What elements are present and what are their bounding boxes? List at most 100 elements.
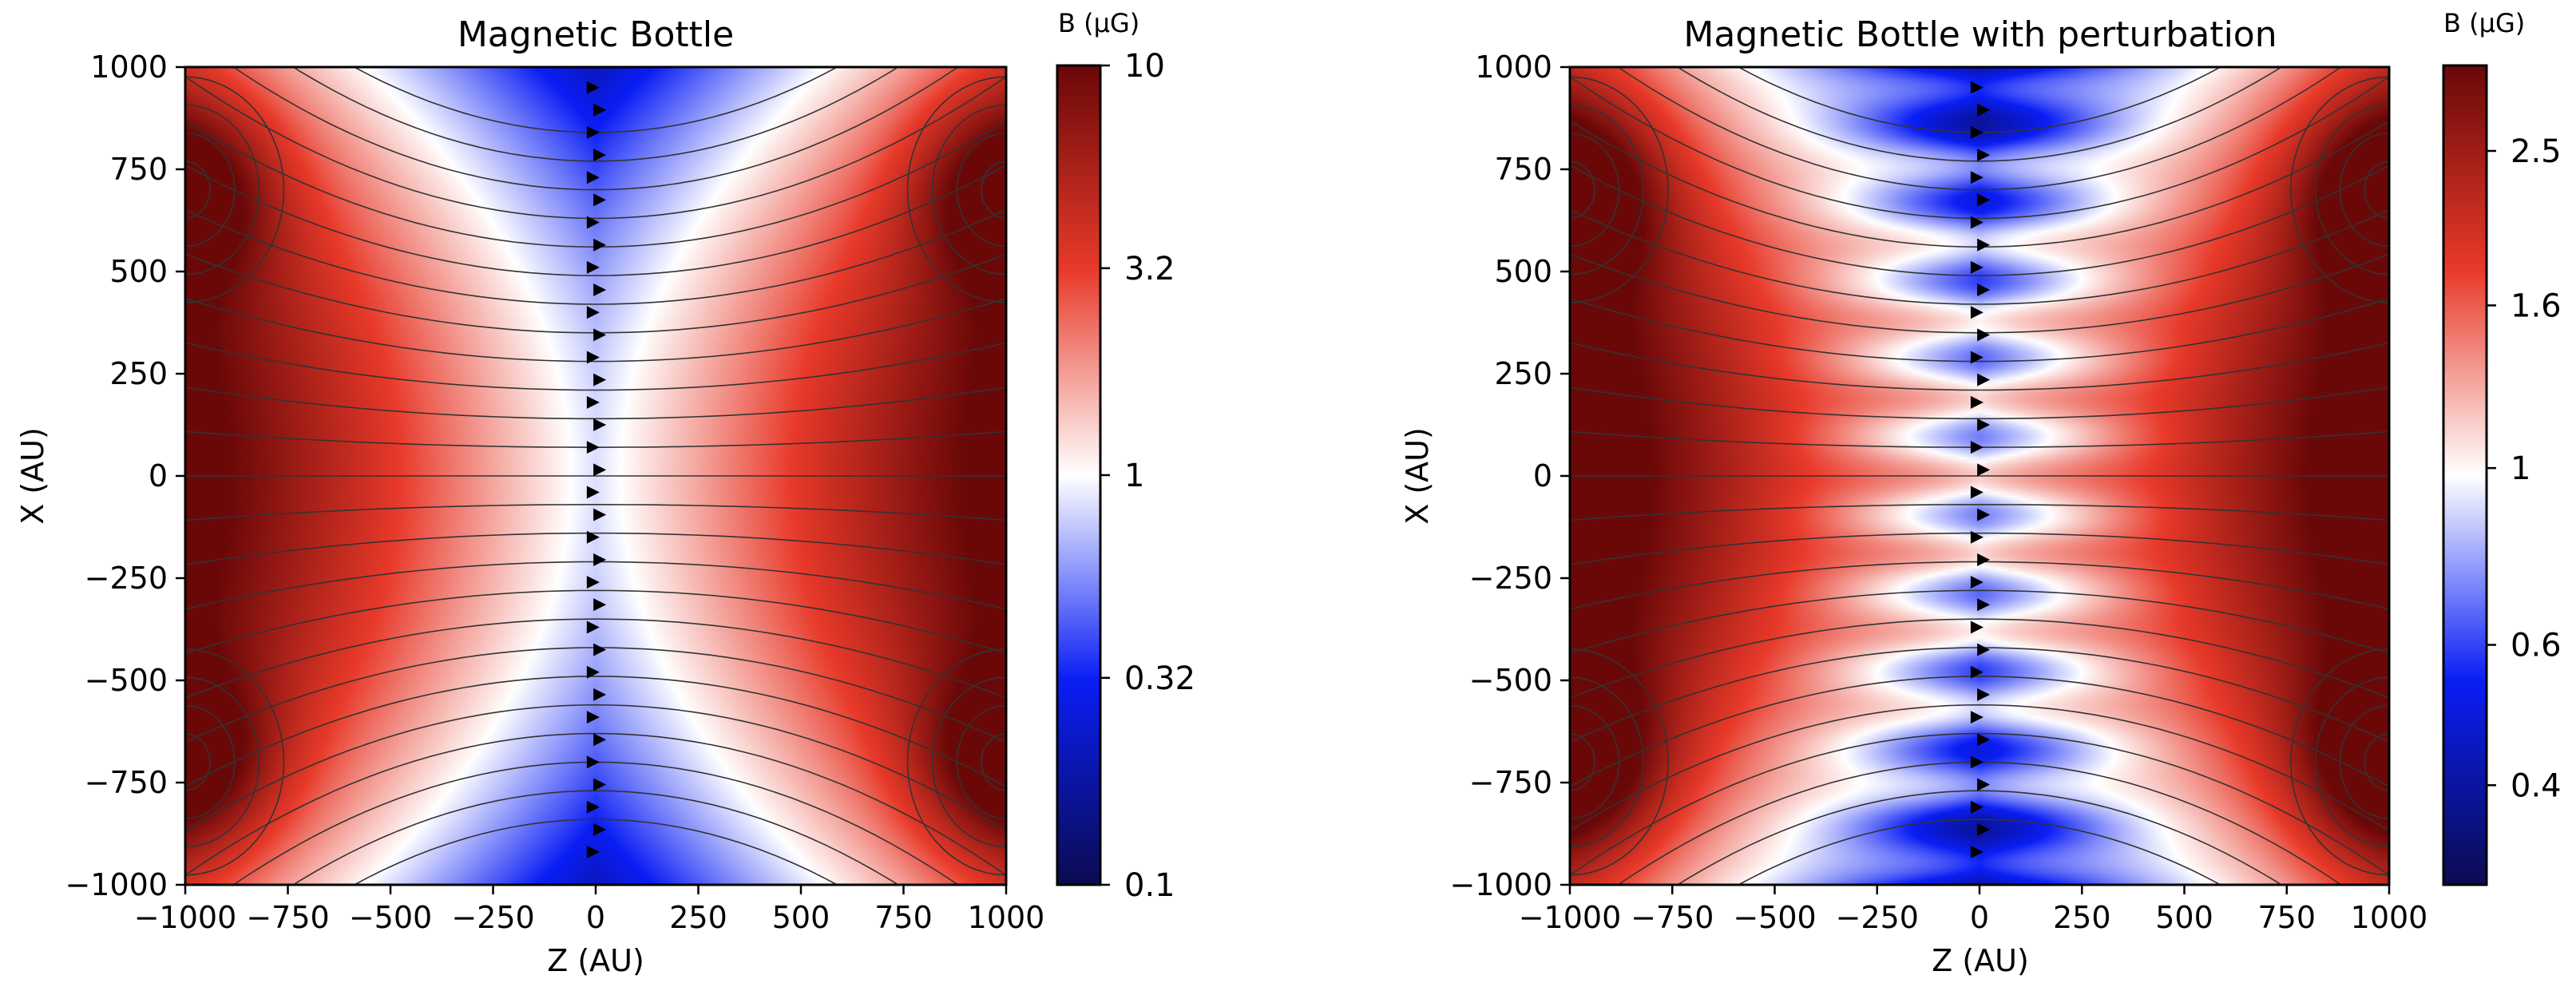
streamline-arrow	[586, 486, 600, 499]
streamline-loop	[185, 76, 285, 303]
streamline-arrow	[586, 530, 600, 544]
streamline-loop	[1570, 161, 1595, 219]
streamline	[1676, 790, 2283, 885]
streamline-arrow	[593, 238, 607, 252]
streamline-arrow	[1970, 711, 1984, 724]
streamline	[185, 386, 1006, 420]
streamline	[185, 589, 1006, 654]
streamline-arrow	[1977, 643, 1991, 656]
streamline-arrow	[1977, 822, 1991, 836]
y-tick-label: 250	[1494, 356, 1552, 391]
streamline	[185, 503, 1006, 521]
colorbar-tick-label: 1	[1124, 458, 1144, 494]
y-axis: 1000 750 500 250 0 −250 −500 −750 −1000	[65, 50, 185, 902]
streamline	[185, 298, 1006, 363]
streamline-arrow	[1970, 846, 1984, 859]
colorbar: B (µG) 10 3.2 1 0.32 0.1	[1056, 8, 1195, 904]
colorbar-label: B (µG)	[1058, 8, 1139, 38]
y-axis: 1000 750 500 250 0 −250 −500 −750 −1000	[1449, 50, 1570, 902]
x-tick-label: −500	[1733, 900, 1816, 935]
colorbar-ticks: 2.5 1.6 1 0.6 0.4	[2487, 133, 2562, 804]
streamline-loop	[185, 161, 211, 219]
streamline-loop	[1570, 733, 1595, 791]
streamline-arrow	[1977, 733, 1991, 747]
streamline-arrow	[1970, 81, 1984, 94]
streamline-arrow	[586, 576, 600, 589]
streamline-arrow	[586, 260, 600, 274]
streamline	[1676, 67, 2283, 162]
streamline-arrow	[586, 395, 600, 409]
x-tick-label: 0	[586, 900, 605, 935]
streamline-arrow	[1970, 530, 1984, 544]
colorbar-tick-label: 3.2	[1124, 251, 1175, 287]
streamline-arrow	[1970, 306, 1984, 319]
x-tick-label: 0	[1970, 900, 1989, 935]
x-tick-label: −750	[1631, 900, 1714, 935]
streamline-arrow	[593, 418, 607, 431]
x-tick-label: −250	[1836, 900, 1919, 935]
streamline	[1570, 618, 2389, 699]
colorbar-tick-label: 0.6	[2511, 628, 2562, 664]
x-axis-label: Z (AU)	[1932, 943, 2029, 978]
colorbar-gradient	[1056, 64, 1102, 886]
streamline-arrow	[1977, 103, 1991, 117]
x-tick-label: 750	[2257, 900, 2316, 935]
streamline-arrow	[593, 103, 607, 117]
x-tick-label: 250	[669, 900, 727, 935]
streamline	[1570, 76, 2389, 220]
streamline-arrow	[593, 553, 607, 566]
streamline	[185, 342, 1006, 391]
streamline-arrow	[586, 171, 600, 184]
streamline-arrow	[1977, 328, 1991, 342]
x-tick-label: 500	[772, 900, 830, 935]
x-tick-label: −1000	[1519, 900, 1622, 935]
streamline	[1570, 298, 2389, 363]
streamline-arrow	[1977, 373, 1991, 386]
streamline-loop	[956, 704, 1006, 819]
streamline	[1570, 589, 2389, 654]
streamline-arrow	[586, 620, 600, 634]
streamline-arrow	[1970, 171, 1984, 184]
y-tick-label: 250	[109, 356, 168, 391]
streamline	[185, 676, 1006, 787]
streamline-arrow	[586, 441, 600, 454]
streamline-arrow	[1977, 463, 1991, 477]
y-tick-label: −1000	[1449, 867, 1552, 902]
streamline	[1570, 164, 2389, 276]
streamline	[185, 208, 1006, 305]
y-tick-label: −750	[85, 765, 168, 800]
streamline	[1616, 67, 2343, 191]
streamline	[232, 67, 960, 191]
streamline-arrow	[1977, 553, 1991, 566]
streamline	[185, 732, 1006, 876]
colorbar-tick-label: 10	[1124, 48, 1165, 85]
streamline-arrow	[1977, 149, 1991, 162]
streamline-arrow	[1970, 441, 1984, 454]
colorbar-tick-label: 2.5	[2511, 133, 2562, 170]
streamline-arrow	[1977, 688, 1991, 701]
y-tick-label: 0	[1533, 458, 1552, 494]
streamline-arrow	[1977, 508, 1991, 521]
x-tick-label: 1000	[968, 900, 1045, 935]
streamline-arrow	[586, 216, 600, 229]
colorbar-label: B (µG)	[2443, 8, 2525, 38]
streamline	[185, 76, 1006, 220]
colorbar-gradient	[2442, 64, 2488, 886]
streamline-arrow	[1970, 576, 1984, 589]
colorbar-tick-label: 1.6	[2511, 287, 2562, 324]
y-tick-label: 1000	[1475, 50, 1552, 85]
streamline-arrow	[586, 846, 600, 859]
streamline-arrow	[1970, 486, 1984, 499]
x-tick-label: −250	[451, 900, 534, 935]
streamline	[1570, 386, 2389, 420]
y-tick-label: −1000	[65, 867, 168, 902]
streamline-arrow	[1977, 778, 1991, 791]
streamline	[291, 67, 900, 162]
y-tick-label: 500	[109, 254, 168, 289]
x-tick-label: 500	[2155, 900, 2213, 935]
chart-magnetic-bottle-perturbation: Magnetic Bottle with perturbation −1000−…	[1400, 8, 2562, 978]
streamline-arrow	[1970, 800, 1984, 814]
streamline-loop	[185, 104, 260, 275]
colorbar-tick-label: 0.4	[2511, 767, 2562, 804]
